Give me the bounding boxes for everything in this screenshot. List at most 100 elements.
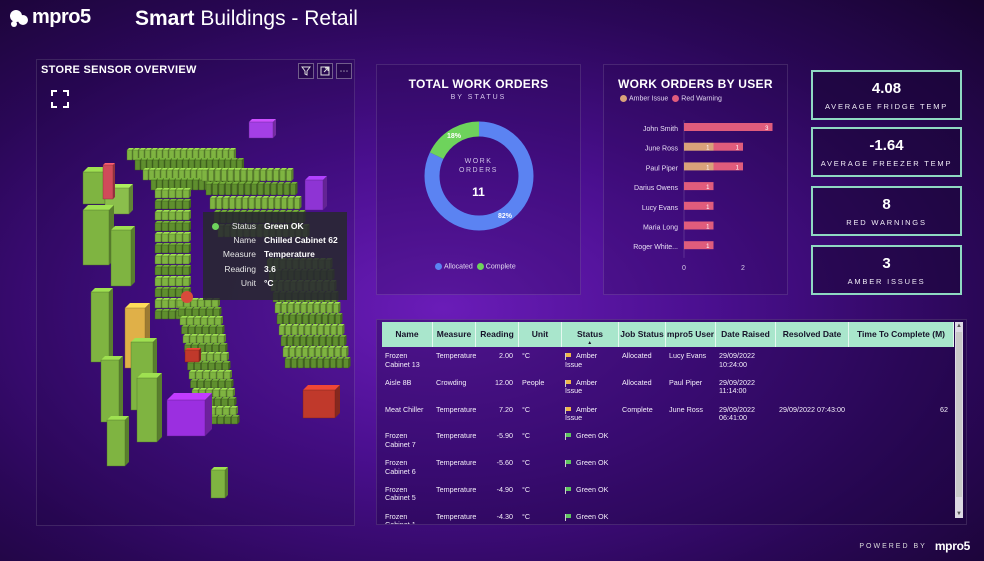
- cabinet-row[interactable]: [216, 325, 225, 335]
- cabinet-row[interactable]: [264, 182, 272, 196]
- cabinet-row[interactable]: [295, 346, 303, 358]
- cabinet-row[interactable]: [219, 343, 228, 353]
- column-header[interactable]: mpro5 User: [666, 322, 716, 347]
- cabinet-row[interactable]: [320, 302, 328, 314]
- cabinet-row[interactable]: [294, 196, 302, 210]
- cabinet-row[interactable]: [208, 168, 216, 182]
- column-header[interactable]: Reading: [476, 322, 519, 347]
- cabinet-row[interactable]: [323, 357, 331, 369]
- more-options-icon[interactable]: ⋯: [336, 63, 352, 79]
- cabinet-row[interactable]: [324, 324, 332, 336]
- table-row[interactable]: Frozen Cabinet 5 Temperature -4.90 °C Green …: [382, 483, 954, 510]
- cabinet-row[interactable]: [296, 313, 304, 325]
- cabinet-row[interactable]: [234, 168, 242, 182]
- cabinet-row[interactable]: [226, 388, 235, 398]
- cabinet-row[interactable]: [235, 196, 243, 210]
- cabinet-row[interactable]: [278, 324, 286, 336]
- cabinet-row[interactable]: [268, 196, 276, 210]
- table-row[interactable]: Aisle 8B Crowding 12.00 People Amber Issue Al…: [382, 376, 954, 403]
- cabinet-row[interactable]: [251, 182, 259, 196]
- cabinet-row[interactable]: [281, 196, 289, 210]
- cabinet-row[interactable]: [294, 302, 302, 314]
- purple-zone[interactable]: [304, 176, 327, 211]
- focus-mode-icon[interactable]: [317, 63, 333, 79]
- cabinet-row[interactable]: [308, 346, 316, 358]
- cabinet-row[interactable]: [182, 199, 191, 210]
- sensor-issues-table[interactable]: Name Measure Reading Unit Status ▲ Job Status m…: [376, 319, 967, 525]
- cabinet-row[interactable]: [182, 232, 191, 243]
- cabinet-row[interactable]: [261, 196, 269, 210]
- wall-unit[interactable]: [210, 467, 228, 499]
- cabinet-row[interactable]: [290, 182, 298, 196]
- column-header[interactable]: Unit: [519, 322, 562, 347]
- wall-unit[interactable]: [100, 356, 123, 423]
- cabinet-row[interactable]: [247, 168, 255, 182]
- cabinet-row[interactable]: [270, 182, 278, 196]
- cabinet-row[interactable]: [283, 182, 291, 196]
- cabinet-row[interactable]: [311, 324, 319, 336]
- cabinet-row[interactable]: [328, 346, 336, 358]
- legend-allocated[interactable]: Allocated: [435, 263, 473, 270]
- cabinet-row[interactable]: [225, 379, 234, 389]
- cabinet-row[interactable]: [213, 307, 222, 317]
- cabinet-row[interactable]: [321, 346, 329, 358]
- cabinet-row[interactable]: [317, 357, 325, 369]
- cabinet-row[interactable]: [228, 148, 236, 161]
- scroll-up-icon[interactable]: ▲: [956, 323, 962, 329]
- cabinet-row[interactable]: [336, 357, 344, 369]
- cabinet-row[interactable]: [279, 168, 287, 182]
- cabinet-row[interactable]: [313, 302, 321, 314]
- cabinet-row[interactable]: [236, 158, 244, 171]
- cabinet-row[interactable]: [286, 168, 294, 182]
- cabinet-row[interactable]: [341, 346, 349, 358]
- cabinet-row[interactable]: [220, 352, 229, 362]
- cabinet-row[interactable]: [214, 168, 222, 182]
- red-marker[interactable]: [184, 348, 201, 363]
- cabinet-row[interactable]: [289, 346, 297, 358]
- cabinet-row[interactable]: [313, 335, 321, 347]
- column-header[interactable]: Job Status: [619, 322, 666, 347]
- cabinet-row[interactable]: [330, 324, 338, 336]
- bar-segment-red[interactable]: [684, 201, 714, 210]
- cabinet-row[interactable]: [287, 196, 295, 210]
- cabinet-row[interactable]: [304, 324, 312, 336]
- table-row[interactable]: Frozen Cabinet 1 Temperature -4.30 °C Green …: [382, 510, 954, 524]
- cabinet-row[interactable]: [223, 370, 232, 380]
- table-row[interactable]: Frozen Cabinet 6 Temperature -5.60 °C Green …: [382, 456, 954, 483]
- cabinet-row[interactable]: [306, 335, 314, 347]
- cabinet-row[interactable]: [273, 168, 281, 182]
- cabinet-row[interactable]: [260, 168, 268, 182]
- column-header[interactable]: Status ▲: [562, 322, 619, 347]
- bar-segment-red[interactable]: [713, 142, 744, 151]
- cabinet-row[interactable]: [225, 182, 233, 196]
- bar-segment-red[interactable]: [684, 221, 714, 230]
- cabinet-row[interactable]: [287, 302, 295, 314]
- cabinet-row[interactable]: [307, 302, 315, 314]
- cabinet-row[interactable]: [283, 313, 291, 325]
- cabinet-row[interactable]: [293, 335, 301, 347]
- total-work-orders-panel[interactable]: TOTAL WORK ORDERS BY STATUS WORK ORDERS …: [376, 64, 581, 295]
- column-header[interactable]: Resolved Date: [776, 322, 849, 347]
- cabinet-row[interactable]: [281, 302, 289, 314]
- cabinet-row[interactable]: [240, 168, 248, 182]
- cabinet-row[interactable]: [221, 168, 229, 182]
- filter-icon[interactable]: [298, 63, 314, 79]
- purple-zone[interactable]: [248, 119, 276, 139]
- wall-unit[interactable]: [110, 226, 135, 287]
- wall-unit[interactable]: [82, 205, 114, 266]
- red-warning-zone[interactable]: [302, 385, 340, 419]
- cabinet-row[interactable]: [343, 357, 351, 369]
- purple-zone[interactable]: [166, 393, 212, 437]
- cabinet-row[interactable]: [289, 313, 297, 325]
- cabinet-row[interactable]: [229, 196, 237, 210]
- cabinet-row[interactable]: [229, 406, 238, 416]
- cabinet-row[interactable]: [205, 182, 213, 196]
- cabinet-row[interactable]: [334, 346, 342, 358]
- cabinet-row[interactable]: [310, 357, 318, 369]
- cabinet-row[interactable]: [287, 335, 295, 347]
- cabinet-row[interactable]: [326, 335, 334, 347]
- work-orders-donut-chart[interactable]: [423, 120, 535, 232]
- column-header[interactable]: Date Raised: [716, 322, 776, 347]
- cabinet-row[interactable]: [201, 168, 209, 182]
- donut-slice-allocated[interactable]: [424, 121, 534, 231]
